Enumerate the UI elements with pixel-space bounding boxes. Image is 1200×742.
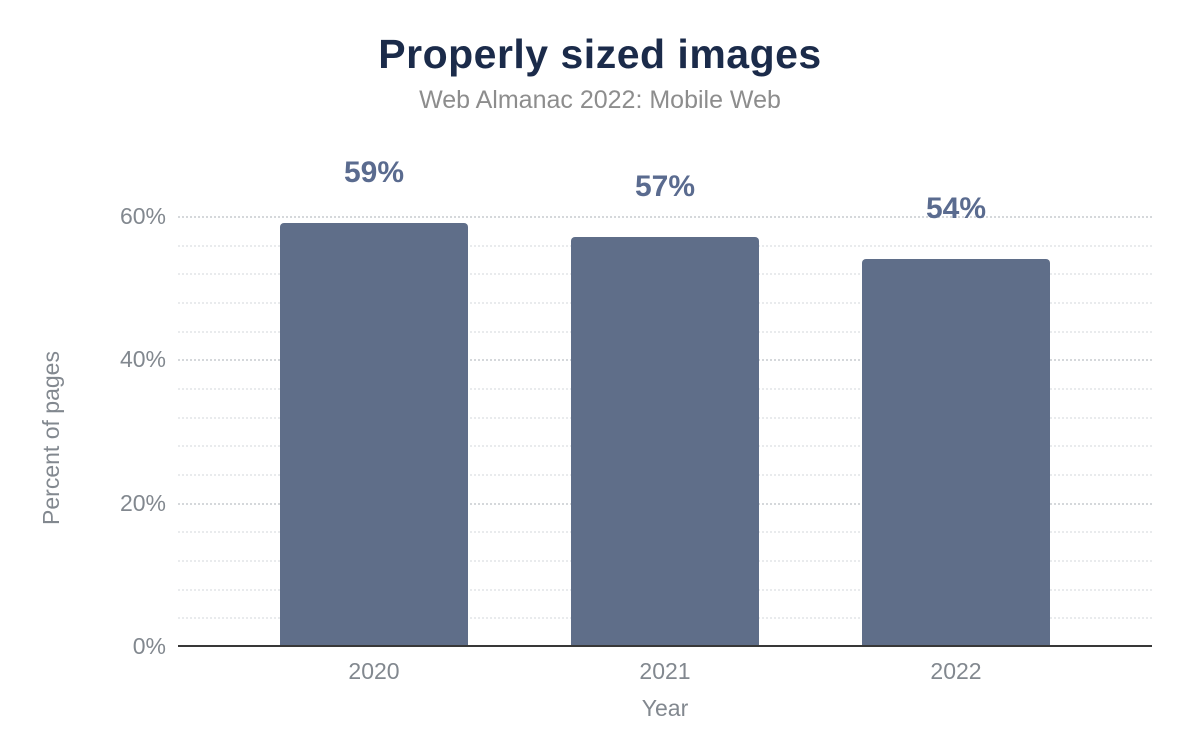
x-axis-line [178, 644, 1152, 647]
chart-subtitle: Web Almanac 2022: Mobile Web [419, 86, 781, 114]
x-tick-label-2022: 2022 [930, 658, 982, 684]
bar-2020[interactable] [280, 223, 468, 646]
y-tick-label-40: 40% [119, 346, 166, 373]
bar-2022[interactable] [862, 258, 1050, 646]
bar-2021[interactable] [571, 237, 759, 646]
gridline-major-60 [178, 215, 1152, 218]
bar-value-label-2021: 57% [634, 170, 696, 204]
x-tick-label-2021: 2021 [639, 658, 691, 684]
y-tick-label-20: 20% [119, 489, 166, 516]
bar-value-label-2020: 59% [343, 156, 405, 190]
y-axis-title: Percent of pages [38, 351, 64, 525]
x-axis-title: Year [641, 695, 689, 721]
bar-value-label-2022: 54% [925, 191, 987, 225]
y-tick-label-0: 0% [132, 633, 166, 659]
x-tick-label-2020: 2020 [348, 658, 400, 684]
chart-title: Properly sized images [378, 31, 822, 77]
y-tick-label-60: 60% [119, 202, 166, 229]
